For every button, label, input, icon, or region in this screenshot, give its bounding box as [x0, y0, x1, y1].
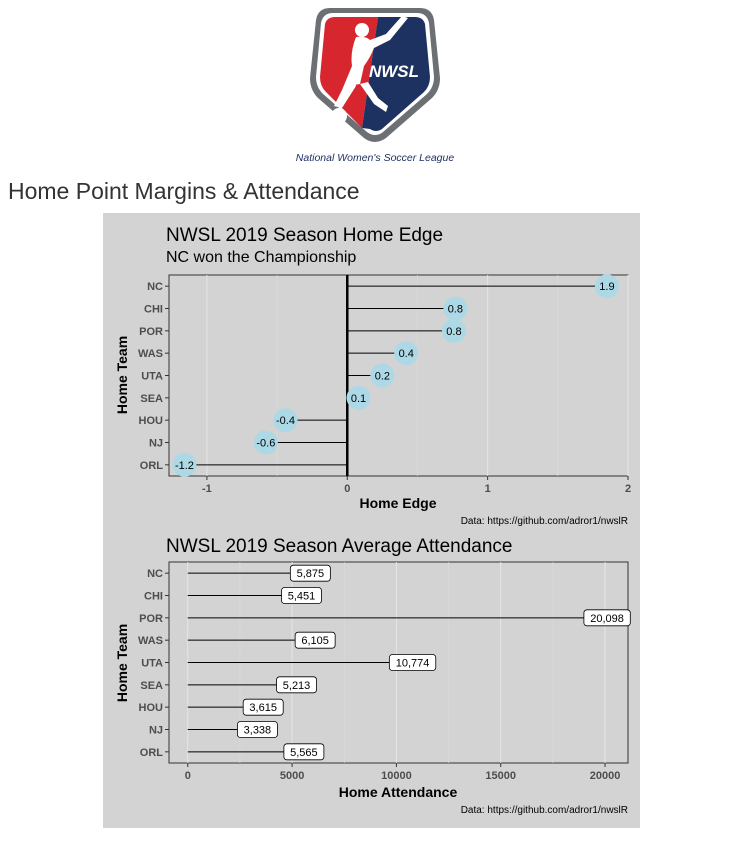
logo-player-silhouette	[331, 16, 408, 124]
logo-tagline: National Women's Soccer League	[296, 152, 455, 164]
chart2-data-label: 20,098	[590, 613, 624, 625]
chart1-x-tick-label: 1	[485, 483, 491, 495]
chart2-data-label: 10,774	[396, 658, 430, 670]
chart2-x-tick-label: 15000	[485, 770, 516, 782]
chart2-data-label: 5,451	[288, 591, 316, 603]
chart1-data-label: -0.6	[256, 438, 275, 450]
chart2-marks: 5,875 5,451 20,098 6,105 10,774 5,213 3,615 3,3…	[187, 564, 631, 761]
chart2-data-label: 6,105	[301, 635, 329, 647]
chart1-y-tick-label: CHI	[144, 304, 163, 316]
chart1-data-label: 0.4	[399, 348, 414, 360]
chart1-data-label: 0.2	[375, 371, 390, 383]
chart2-x-tick-label: 5000	[280, 770, 304, 782]
chart1-y-tick-label: SEA	[140, 393, 163, 405]
chart1-x-axis-title: Home Edge	[359, 495, 436, 511]
chart1-point	[594, 274, 619, 299]
chart1-y-tick-label: ORL	[140, 460, 164, 472]
chart2-data-label: 5,875	[297, 568, 325, 580]
chart2-caption: Data: https://github.com/adror1/nwslR	[461, 805, 628, 816]
chart2-label-box	[276, 676, 317, 694]
chart2-data-label: 3,338	[244, 725, 272, 737]
charts-canvas: NWSL 2019 Season Home Edge NC won the Ch…	[114, 225, 631, 816]
chart2-y-tick-label: NC	[147, 568, 163, 580]
chart1-y-axis-title: Home Team	[114, 336, 130, 414]
chart1-point	[443, 296, 468, 321]
chart1-point	[273, 408, 298, 433]
chart2-label-box	[242, 698, 284, 716]
chart2-data-label: 3,615	[249, 702, 277, 714]
chart1-y-tick-label: WAS	[138, 348, 163, 360]
chart1-data-label: 0.1	[351, 393, 366, 405]
chart2-label-box	[237, 721, 278, 738]
chart1-y-tick-label: UTA	[141, 371, 163, 383]
chart2-x-tick-label: 0	[185, 770, 191, 782]
nwsl-logo: NWSL National Women's Soccer League	[290, 0, 460, 168]
chart2-label-box	[281, 587, 322, 604]
chart2-label-box	[583, 609, 631, 627]
chart2-label-box	[388, 654, 437, 671]
chart1-axes: -1 0 1 2 NC CHI POR WAS UTA SEA HOU NJ ORL	[138, 281, 631, 495]
chart1-data-label: 1.9	[599, 281, 614, 293]
chart2-x-tick-label: 10000	[381, 770, 412, 782]
chart2-x-axis-title: Home Attendance	[339, 784, 458, 800]
chart1-caption: Data: https://github.com/adror1/nwslR	[461, 516, 628, 527]
chart2-title: NWSL 2019 Season Average Attendance	[166, 536, 512, 557]
chart1-y-tick-label: NC	[147, 281, 163, 293]
nwsl-logo-graphic: NWSL National Women's Soccer League	[296, 8, 455, 164]
chart2-y-tick-label: ORL	[140, 747, 164, 759]
chart1-x-tick-label: -1	[202, 483, 212, 495]
chart1-data-label: -1.2	[175, 460, 194, 472]
chart1-plot-area	[168, 274, 629, 477]
chart2-data-label: 5,565	[290, 747, 318, 759]
chart2-label-box	[283, 743, 325, 761]
chart1-point	[346, 385, 371, 410]
chart2-y-tick-label: WAS	[138, 635, 163, 647]
chart1-data-label: 0.8	[446, 326, 461, 338]
chart2-label-box	[294, 631, 336, 649]
chart2-x-tick-label: 20000	[590, 770, 621, 782]
chart1-marks: 1.9 0.8 0.8 0.4 0.2 0.1 -0.4-0.6 -1.2	[172, 274, 619, 477]
chart1-point	[394, 341, 419, 366]
chart2-y-tick-label: NJ	[149, 725, 163, 737]
chart2-y-tick-label: SEA	[140, 680, 163, 692]
chart2-y-tick-label: HOU	[139, 702, 164, 714]
chart2-y-tick-label: POR	[139, 613, 163, 625]
chart1-x-tick-label: 0	[344, 483, 350, 495]
chart1-point	[441, 318, 466, 343]
chart2-axes: 0 5000 10000 15000 20000 NC CHI POR WAS UTA SEA HOU…	[138, 568, 620, 782]
page-title: Home Point Margins & Attendance	[8, 178, 360, 204]
chart1-data-label: 0.8	[448, 304, 463, 316]
chart1-subtitle: NC won the Championship	[166, 249, 356, 266]
chart1-y-tick-label: NJ	[149, 438, 163, 450]
chart1-y-tick-label: HOU	[139, 415, 164, 427]
chart2-y-axis-title: Home Team	[114, 624, 130, 702]
chart2-label-box	[289, 564, 331, 582]
chart1-point	[172, 452, 197, 477]
charts-panel: NWSL 2019 Season Home Edge NC won the Ch…	[103, 213, 640, 828]
chart2-data-label: 5,213	[283, 680, 311, 692]
chart1-data-label: -0.4	[276, 415, 295, 427]
chart2-y-tick-label: UTA	[141, 658, 163, 670]
chart1-point	[253, 430, 278, 455]
chart1-x-tick-label: 2	[625, 483, 631, 495]
chart1-title: NWSL 2019 Season Home Edge	[166, 225, 443, 246]
chart1-point	[370, 363, 395, 388]
chart1-y-tick-label: POR	[139, 326, 163, 338]
chart2-y-tick-label: CHI	[144, 591, 163, 603]
logo-wordmark: NWSL	[369, 62, 419, 81]
